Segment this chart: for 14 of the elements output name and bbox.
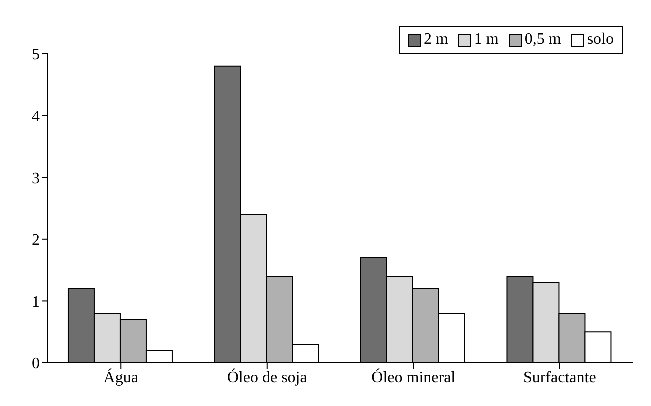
y-tick-label: 5 — [32, 46, 40, 64]
x-tick-label: Água — [104, 368, 138, 386]
legend-label: 1 m — [474, 31, 499, 49]
y-tick-label: 2 — [32, 232, 40, 250]
x-tick-label: Óleo de soja — [227, 368, 308, 386]
legend-label: 2 m — [424, 31, 448, 49]
y-tick-label: 3 — [32, 170, 40, 188]
legend-label: solo — [587, 31, 614, 49]
y-tick-label: 1 — [32, 294, 40, 311]
y-tick-label: 4 — [32, 108, 40, 126]
legend-label: 0,5 m — [524, 31, 562, 49]
x-tick-label: Surfactante — [523, 369, 596, 386]
y-tick-label: 0 — [32, 356, 40, 373]
x-tick-label: Óleo mineral — [372, 368, 456, 386]
